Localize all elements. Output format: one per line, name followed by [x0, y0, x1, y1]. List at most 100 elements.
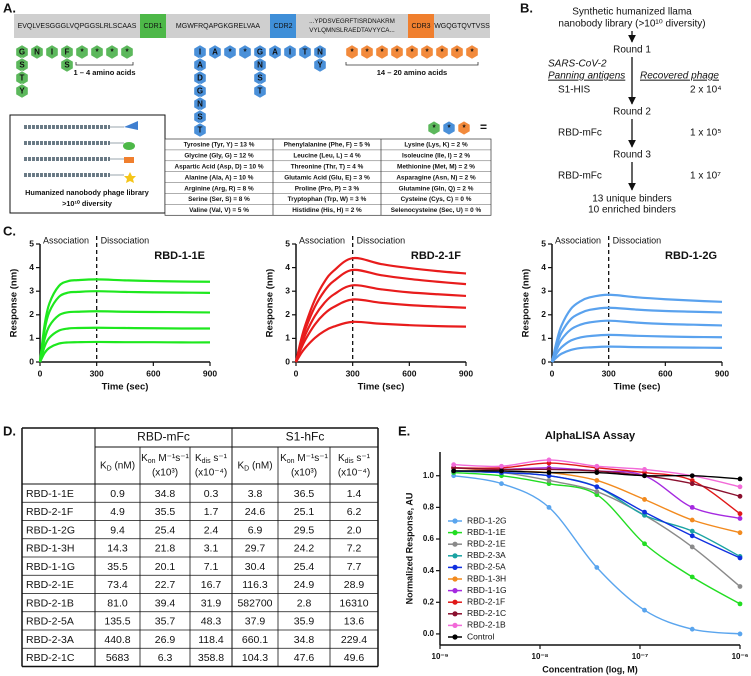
symbol: K — [237, 460, 244, 471]
table-cell: 135.5 — [104, 616, 130, 628]
legend-marker — [452, 518, 458, 524]
residue-letter: * — [380, 48, 384, 57]
sequence-text: CDR3 — [411, 23, 430, 30]
table-cell: 37.9 — [245, 616, 266, 628]
y-tick-label: 1 — [29, 333, 34, 343]
panel-label: E. — [398, 423, 410, 438]
symbol: K — [100, 460, 107, 471]
unit: s⁻¹ — [354, 453, 371, 464]
residue-letter: N — [197, 100, 203, 109]
chart-title: AlphaLISA Assay — [545, 430, 636, 442]
amino-acid-frequency: Aspartic Acid (Asp, D) = 10 % — [174, 163, 263, 170]
library-frame — [9, 114, 166, 214]
legend-label: RBD-1-2G — [467, 515, 507, 525]
data-point — [594, 470, 600, 475]
subscript: on — [287, 458, 295, 465]
legend-hexagon — [442, 120, 456, 136]
table-cell: 16.7 — [201, 579, 222, 591]
series-line — [551, 333, 723, 363]
table-cell: 21.8 — [155, 543, 176, 555]
residue-letter: T — [20, 74, 25, 83]
y-tick-label: 2 — [285, 309, 290, 319]
data-point — [594, 565, 600, 570]
series-line — [294, 284, 467, 363]
equals-sign: = — [480, 120, 487, 134]
table-cell: 14.3 — [107, 543, 128, 555]
residue-hexagon — [390, 44, 404, 60]
sequence-text: WGQGTQVTVSS — [434, 23, 490, 30]
residue-letter: * — [365, 48, 369, 57]
amino-acid-frequency: Methionine (Met, M) = 2 % — [397, 163, 475, 170]
residue-letter: I — [51, 48, 53, 57]
amino-acid-frequency: Valine (Val, V) = 5 % — [189, 207, 249, 214]
table-cell: 29.7 — [245, 543, 266, 555]
data-point — [642, 467, 647, 472]
legend-marker — [452, 541, 458, 547]
table-cell: 73.4 — [107, 579, 128, 591]
library-name: nanobody library (>10¹⁰ diversity) — [558, 19, 705, 30]
residue-letter: N — [257, 61, 263, 70]
residue-hexagon — [435, 44, 449, 60]
row-header: RBD-1-1G — [26, 561, 75, 573]
sequence-segment — [166, 14, 270, 38]
y-tick-label: 5 — [541, 238, 546, 248]
chart-title: RBD-1-1E — [154, 250, 205, 262]
sequence-text: MGWFRQAPGKGRELVAA — [176, 23, 260, 30]
library-subtitle: >10¹⁰ diversity — [62, 199, 113, 208]
y-tick-label: 0.0 — [423, 629, 435, 638]
legend-star: * — [447, 124, 451, 133]
table-cell: 6.2 — [347, 506, 362, 518]
chart-title: RBD-2-1F — [411, 250, 461, 262]
x-tick-label: 10⁻⁸ — [532, 652, 549, 661]
x-axis-label: Concentration (log, M) — [542, 664, 638, 674]
row-header: RBD-1-1E — [26, 488, 74, 500]
y-tick-label: 0 — [29, 356, 34, 366]
legend-label: RBD-2-3A — [467, 550, 506, 560]
x-tick-label: 900 — [715, 368, 729, 378]
table-cell: 6.9 — [248, 524, 263, 536]
data-point — [689, 517, 695, 523]
residue-letter: F — [65, 48, 70, 57]
table-cell: 81.0 — [107, 597, 128, 609]
table-cell: 31.9 — [201, 597, 222, 609]
amino-acid-frequency: Serine (Ser, S) = 8 % — [188, 196, 250, 203]
legend-marker — [452, 599, 458, 605]
series-line — [38, 326, 211, 363]
round-label: Round 3 — [613, 150, 651, 161]
table-cell: 34.8 — [294, 634, 315, 646]
y-tick-label: 2 — [29, 309, 34, 319]
data-point — [451, 468, 457, 474]
y-axis-label: Response (nm) — [521, 269, 532, 338]
table-cell: 4.9 — [110, 506, 125, 518]
column-scale: (x10⁻⁴) — [195, 468, 227, 479]
residue-letter: N — [317, 48, 323, 57]
annotation: Dissociation — [613, 235, 662, 245]
data-point — [737, 511, 743, 517]
table-cell: 35.7 — [155, 616, 176, 628]
residue-letter: I — [199, 48, 201, 57]
table-cell: 2.0 — [347, 524, 362, 536]
residue-letter: * — [243, 48, 247, 57]
column-header: Kon M⁻¹s⁻¹ — [280, 453, 328, 465]
legend-hexagon — [457, 120, 471, 136]
amino-acid-frequency: Leucine (Leu, L) = 4 % — [293, 153, 361, 160]
data-point — [499, 468, 504, 474]
residue-hexagon — [283, 44, 297, 60]
series-line — [550, 306, 723, 363]
annotation: Dissociation — [101, 235, 150, 245]
binder-icon — [124, 157, 134, 163]
annotation: Dissociation — [357, 235, 406, 245]
row-header: RBD-2-5A — [26, 616, 74, 628]
column-header: KD (nM) — [100, 460, 135, 472]
residue-letter: * — [125, 48, 129, 57]
table-cell: 5683 — [106, 652, 130, 664]
residue-letter: S — [197, 113, 203, 122]
x-tick-label: 10⁻⁶ — [732, 652, 749, 661]
residue-hexagon — [193, 122, 207, 138]
data-point — [642, 509, 647, 515]
phage-icons — [24, 125, 110, 177]
amino-acid-frequency: Lysine (Lys, K) = 2 % — [404, 142, 468, 149]
phage-header: Recovered phage — [640, 71, 719, 82]
legend-label: Control — [467, 631, 495, 641]
x-tick-label: 600 — [658, 368, 672, 378]
